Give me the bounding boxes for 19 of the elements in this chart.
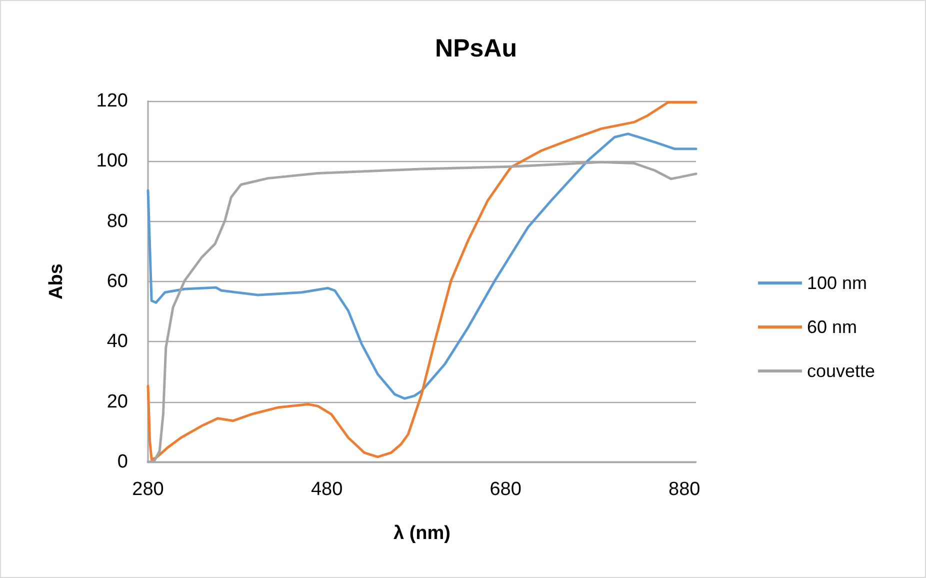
line-series	[146, 100, 698, 461]
y-tick-label: 20	[106, 391, 128, 412]
x-tick-label: 680	[490, 479, 522, 500]
chart-title: NPsAu	[435, 34, 517, 62]
line-series	[146, 132, 698, 400]
legend-label: 60 nm	[807, 317, 858, 337]
x-tick-label: 280	[132, 479, 164, 500]
y-tick-label: 120	[96, 90, 128, 112]
y-tick-label: 60	[106, 271, 128, 292]
legend-label: couvette	[807, 361, 876, 381]
x-tick-label: 880	[668, 479, 700, 500]
y-tick-label: 100	[96, 150, 128, 172]
y-tick-label: 40	[106, 331, 128, 352]
x-axis-title: λ (nm)	[394, 523, 450, 544]
y-tick-label: 0	[117, 452, 128, 472]
y-axis-title: Abs	[46, 264, 67, 300]
legend-label: 100 nm	[807, 273, 868, 293]
y-tick-label: 80	[106, 210, 128, 232]
x-tick-label: 480	[310, 479, 343, 500]
